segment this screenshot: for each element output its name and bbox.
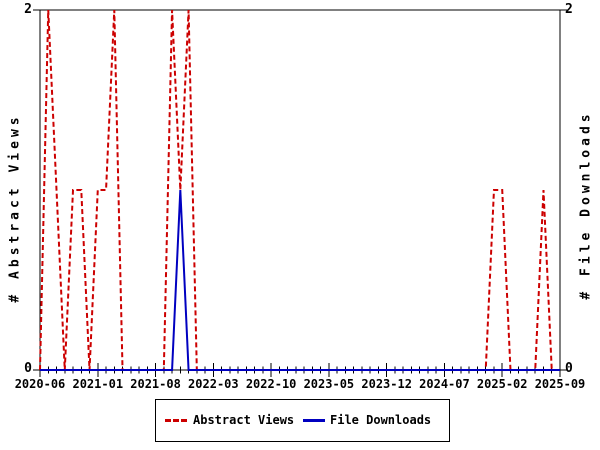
x-tick-label: 2021-08: [130, 377, 181, 391]
x-tick-label: 2024-07: [419, 377, 470, 391]
y-axis-max-label-right: 2: [565, 2, 573, 17]
solid-line-sample-icon: [303, 419, 325, 422]
x-tick-label: 2022-10: [245, 377, 297, 391]
y-axis-min-label-left: 0: [24, 361, 32, 376]
legend-label-abstract-views: Abstract Views: [193, 413, 295, 427]
y-axis-max-label-left: 2: [24, 2, 32, 17]
x-tick-label: 2022-03: [188, 377, 239, 391]
x-tick-label: 2021-01: [72, 377, 124, 391]
x-tick-label: 2020-06: [14, 377, 66, 391]
x-tick-label: 2025-02: [476, 377, 528, 391]
y-axis-title-right: # File Downloads: [578, 110, 594, 300]
y-axis-min-label-right: 0: [565, 361, 573, 376]
x-tick-label: 2023-12: [361, 377, 412, 391]
legend-label-file-downloads: File Downloads: [330, 413, 432, 427]
x-tick-label: 2025-09: [534, 377, 586, 391]
x-tick-label: 2023-05: [303, 377, 355, 391]
dashed-line-sample-icon: [165, 419, 187, 422]
y-axis-title-left: # Abstract Views: [7, 113, 23, 303]
legend: Abstract Views File Downloads: [155, 399, 450, 442]
